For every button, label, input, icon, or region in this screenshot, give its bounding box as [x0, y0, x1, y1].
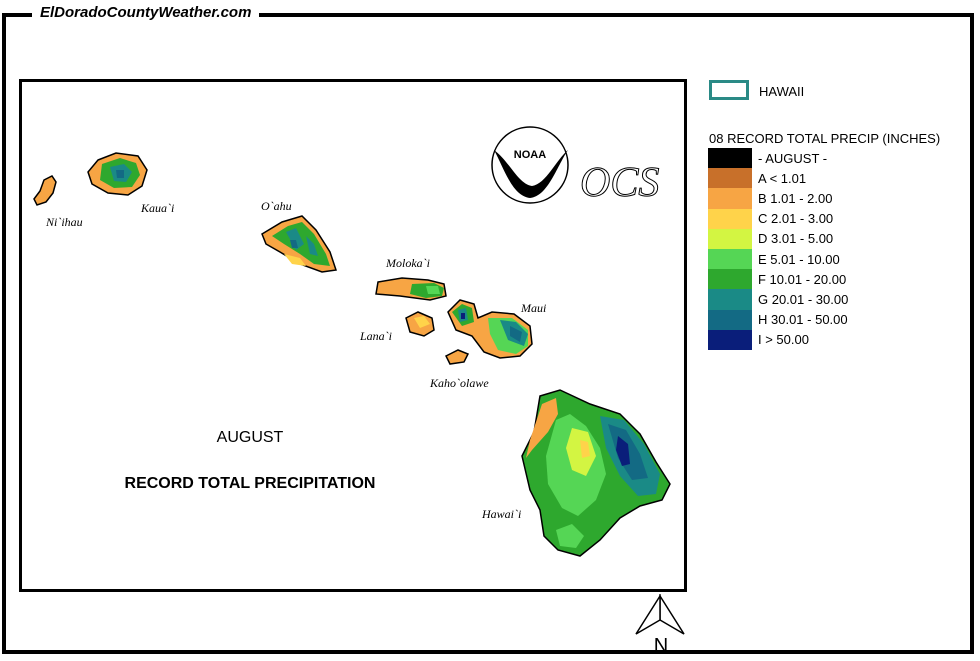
- island-oahu: [261, 215, 337, 273]
- outer-frame: [2, 13, 970, 654]
- legend-color-swatch: [708, 188, 752, 209]
- legend-item: E 5.01 - 10.00: [708, 248, 848, 270]
- legend-item-label: D 3.01 - 5.00: [758, 231, 834, 247]
- label-lanai: Lana`i: [359, 329, 392, 343]
- island-kahoolawe: [444, 349, 470, 365]
- island-lanai: [405, 311, 435, 337]
- legend-item-label: I > 50.00: [758, 332, 809, 348]
- island-molokai: [375, 277, 447, 301]
- legend-title: 08 RECORD TOTAL PRECIP (INCHES): [709, 131, 941, 146]
- legend-item-label: B 1.01 - 2.00: [758, 190, 833, 206]
- legend-item: A < 1.01: [708, 168, 848, 189]
- legend-item: B 1.01 - 2.00: [708, 188, 848, 209]
- legend-item-label: E 5.01 - 10.00: [758, 251, 840, 267]
- svg-text:OCS: OCS: [580, 160, 659, 206]
- label-hawaii: Hawai`i: [481, 507, 521, 521]
- legend-item-label: - AUGUST -: [758, 150, 828, 166]
- legend-state-label: HAWAII: [759, 84, 805, 99]
- legend-item: H 30.01 - 50.00: [708, 309, 848, 330]
- outer-frame-right-edge: [970, 13, 974, 654]
- legend-item-label: A < 1.01: [758, 170, 807, 186]
- legend-color-swatch: [708, 208, 752, 229]
- legend-color-swatch: [708, 148, 752, 169]
- island-kauai: [87, 152, 148, 196]
- legend-item: I > 50.00: [708, 329, 848, 350]
- island-maui: [447, 299, 533, 359]
- legend-item: D 3.01 - 5.00: [708, 228, 848, 249]
- label-oahu: O`ahu: [261, 199, 292, 213]
- legend-item: G 20.01 - 30.00: [708, 289, 849, 310]
- north-label: N: [654, 635, 668, 656]
- svg-text:NOAA: NOAA: [514, 149, 546, 161]
- label-niihau: Ni`ihau: [45, 215, 83, 229]
- noaa-logo: NOAA: [491, 126, 569, 204]
- ocs-logo: OCS: [580, 160, 660, 207]
- legend-color-swatch: [708, 168, 752, 189]
- island-niihau: [33, 175, 57, 206]
- legend-color-swatch: [708, 248, 752, 270]
- label-maui: Maui: [520, 301, 546, 315]
- legend-item-label: C 2.01 - 3.00: [758, 211, 834, 227]
- legend-item-label: G 20.01 - 30.00: [758, 291, 849, 307]
- legend-color-swatch: [708, 269, 752, 290]
- label-molokai: Moloka`i: [385, 256, 430, 270]
- label-kahoolawe: Kaho`olawe: [429, 376, 489, 390]
- map-title: RECORD TOTAL PRECIPITATION: [125, 475, 376, 492]
- legend-item: - AUGUST -: [708, 148, 848, 169]
- north-arrow: N: [635, 594, 685, 656]
- legend-item-label: H 30.01 - 50.00: [758, 312, 848, 328]
- island-hawaii: [521, 389, 671, 557]
- legend-color-swatch: [708, 309, 752, 330]
- legend-color-swatch: [708, 329, 752, 350]
- label-kauai: Kaua`i: [140, 201, 174, 215]
- legend-list: - AUGUST - A < 1.01 B 1.01 - 2.00 C 2.01 - …: [708, 148, 848, 350]
- legend-item-label: F 10.01 - 20.00: [758, 271, 847, 287]
- legend-item: C 2.01 - 3.00: [708, 208, 848, 229]
- site-title: ElDoradoCountyWeather.com: [32, 4, 260, 21]
- legend-color-swatch: [708, 228, 752, 249]
- legend-state-swatch: [709, 80, 749, 100]
- legend-color-swatch: [708, 289, 752, 310]
- map-month-label: AUGUST: [217, 429, 284, 446]
- legend-item: F 10.01 - 20.00: [708, 269, 848, 290]
